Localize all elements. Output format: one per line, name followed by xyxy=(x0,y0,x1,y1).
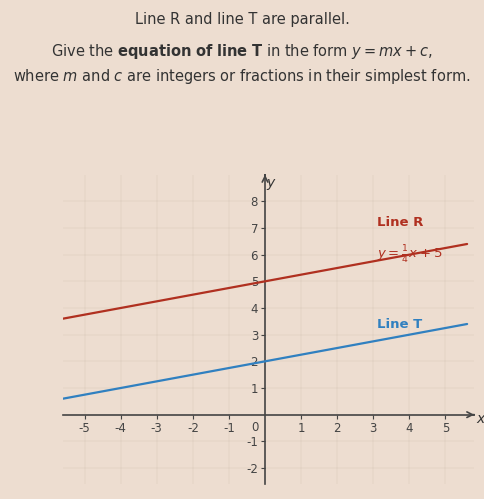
Text: $x$: $x$ xyxy=(476,413,484,427)
Text: Line R and line T are parallel.: Line R and line T are parallel. xyxy=(135,12,349,27)
Text: Give the $\mathbf{equation\ of\ line\ T}$ in the form $y = mx + c$,: Give the $\mathbf{equation\ of\ line\ T}… xyxy=(51,42,433,61)
Text: 0: 0 xyxy=(251,421,258,434)
Text: Line R: Line R xyxy=(377,217,424,230)
Text: where $m$ and $c$ are integers or fractions in their simplest form.: where $m$ and $c$ are integers or fracti… xyxy=(13,67,471,86)
Text: Line T: Line T xyxy=(377,318,422,331)
Text: $y=\frac{1}{4}x+5$: $y=\frac{1}{4}x+5$ xyxy=(377,244,442,266)
Text: $y$: $y$ xyxy=(266,177,277,192)
